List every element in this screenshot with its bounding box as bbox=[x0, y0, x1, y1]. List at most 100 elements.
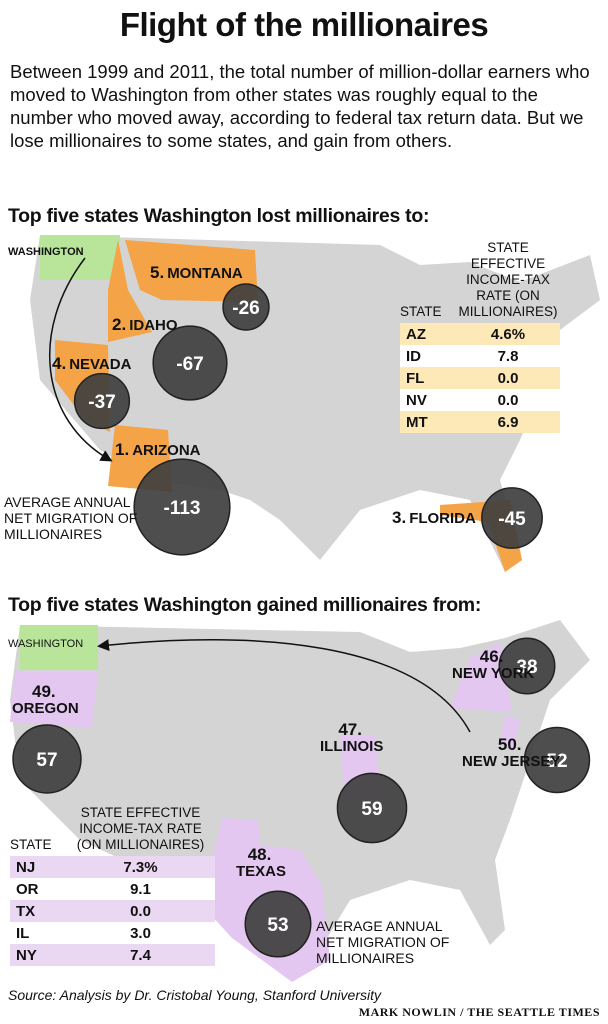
state-rank: 49. bbox=[32, 682, 56, 701]
bubble-label: -37 bbox=[88, 392, 115, 413]
tax-table: STATE STATE EFFECTIVE INCOME-TAX RATE (ON… bbox=[400, 240, 560, 433]
state-label: 48. TEXAS bbox=[236, 846, 286, 880]
bubble-label: 53 bbox=[267, 915, 288, 936]
legend: AVERAGE ANNUAL NET MIGRATION OF MILLIONA… bbox=[4, 494, 138, 542]
bubble bbox=[12, 724, 82, 794]
table-cell: OR bbox=[16, 880, 39, 898]
state-rank: 4. bbox=[52, 354, 67, 373]
table-cell: 7.8 bbox=[497, 347, 519, 365]
state-rank: 3. bbox=[392, 508, 407, 527]
table-cell: AZ bbox=[406, 325, 426, 343]
state-rank: 47. bbox=[338, 720, 362, 739]
table-row: NY 7.4 bbox=[10, 944, 215, 966]
state-label: 49. OREGON bbox=[12, 683, 79, 717]
bubble-label: 52 bbox=[546, 751, 567, 772]
table-cell: 0.0 bbox=[497, 369, 519, 387]
table-header: STATE STATE EFFECTIVE INCOME-TAX RATE (ON… bbox=[10, 805, 215, 853]
table-cell: NV bbox=[406, 391, 427, 409]
table-cell: MT bbox=[406, 413, 428, 431]
header-cell: STATE bbox=[400, 304, 442, 319]
us-map bbox=[30, 235, 600, 572]
table-row: OR 9.1 bbox=[10, 878, 215, 900]
state-name: NEVADA bbox=[69, 356, 132, 373]
table-cell: 4.6% bbox=[490, 325, 526, 343]
state-rank: 50. bbox=[497, 735, 522, 754]
table-cell: 7.4 bbox=[130, 946, 151, 964]
home-label: WASHINGTON bbox=[8, 246, 84, 258]
bubble bbox=[222, 283, 270, 331]
state-label: 2. IDAHO bbox=[112, 315, 178, 335]
state-name: NEW JERSEY bbox=[462, 753, 561, 770]
table-row: MT 6.9 bbox=[400, 411, 560, 433]
table-row: IL 3.0 bbox=[10, 922, 215, 944]
bubble-label: 59 bbox=[361, 799, 382, 820]
state-label: 50. NEW JERSEY bbox=[462, 736, 560, 770]
state-shape bbox=[108, 240, 152, 342]
state-label: 47. ILLINOIS bbox=[320, 721, 383, 755]
table-row: AZ 4.6% bbox=[400, 323, 560, 345]
state-label: 5. MONTANA bbox=[150, 263, 243, 283]
header-cell: STATE EFFECTIVE INCOME-TAX RATE (ON MILL… bbox=[76, 805, 205, 852]
table-row: ID 7.8 bbox=[400, 345, 560, 367]
header-cell: STATE EFFECTIVE INCOME-TAX RATE (ON MILL… bbox=[458, 240, 558, 319]
state-shape bbox=[450, 642, 512, 712]
table-cell: NY bbox=[16, 946, 37, 964]
table-cell: 3.0 bbox=[130, 924, 151, 942]
section-heading: Top five states Washington lost milliona… bbox=[8, 205, 430, 227]
table-row: NJ 7.3% bbox=[10, 856, 215, 878]
bubble-label: -67 bbox=[176, 354, 203, 375]
table-cell: 9.1 bbox=[130, 880, 151, 898]
state-name: ILLINOIS bbox=[320, 738, 384, 755]
intro: Between 1999 and 2011, the total number … bbox=[10, 61, 590, 151]
table-cell: FL bbox=[406, 369, 425, 387]
state-name: FLORIDA bbox=[409, 510, 476, 527]
state-rank: 48. bbox=[247, 845, 272, 864]
state-shape bbox=[125, 240, 258, 302]
state-shape bbox=[40, 235, 120, 280]
state-rank: 5. bbox=[150, 263, 165, 282]
section-heading: Top five states Washington gained millio… bbox=[8, 594, 482, 616]
table-cell: ID bbox=[406, 347, 421, 365]
legend: AVERAGE ANNUAL NET MIGRATION OF MILLIONA… bbox=[316, 918, 450, 966]
bubble bbox=[152, 325, 228, 401]
state-name: MONTANA bbox=[167, 265, 243, 282]
state-rank: 46. bbox=[479, 647, 504, 666]
bubble bbox=[336, 772, 408, 844]
arrow bbox=[97, 638, 471, 733]
bubble-label: 38 bbox=[516, 657, 537, 678]
table-row: NV 0.0 bbox=[400, 389, 560, 411]
state-shape bbox=[20, 625, 98, 670]
state-shape bbox=[500, 715, 520, 752]
state-rank: 2. bbox=[112, 315, 127, 334]
table-cell: TX bbox=[16, 902, 36, 920]
arrow bbox=[49, 257, 113, 462]
table-header: STATE STATE EFFECTIVE INCOME-TAX RATE (ON… bbox=[400, 240, 560, 320]
bubble bbox=[244, 890, 312, 958]
bubble-label: -26 bbox=[232, 298, 259, 319]
state-label: 4. NEVADA bbox=[52, 354, 131, 374]
table-row: FL 0.0 bbox=[400, 367, 560, 389]
source: Source: Analysis by Dr. Cristobal Young,… bbox=[8, 987, 381, 1003]
state-label: 3. FLORIDA bbox=[392, 508, 476, 528]
state-label: 1. ARIZONA bbox=[115, 440, 201, 460]
bubble-label: -45 bbox=[498, 509, 526, 530]
state-name: OREGON bbox=[12, 700, 79, 717]
table-cell: NJ bbox=[16, 858, 36, 876]
title: Flight of the millionaires bbox=[119, 6, 489, 43]
bubble bbox=[133, 458, 231, 556]
bubble-label: -113 bbox=[164, 498, 201, 519]
table-cell: IL bbox=[16, 924, 30, 942]
table-row: TX 0.0 bbox=[10, 900, 215, 922]
table-cell: 7.3% bbox=[123, 858, 158, 876]
state-label: 46. NEW YORK bbox=[452, 648, 534, 682]
bubble-label: 57 bbox=[36, 750, 57, 771]
bubble bbox=[481, 487, 543, 549]
bubble bbox=[498, 637, 556, 695]
state-rank: 1. bbox=[115, 440, 130, 459]
bubble bbox=[73, 372, 131, 430]
state-name: TEXAS bbox=[236, 863, 287, 880]
table-cell: 6.9 bbox=[497, 413, 519, 431]
header-cell: STATE bbox=[10, 837, 52, 852]
